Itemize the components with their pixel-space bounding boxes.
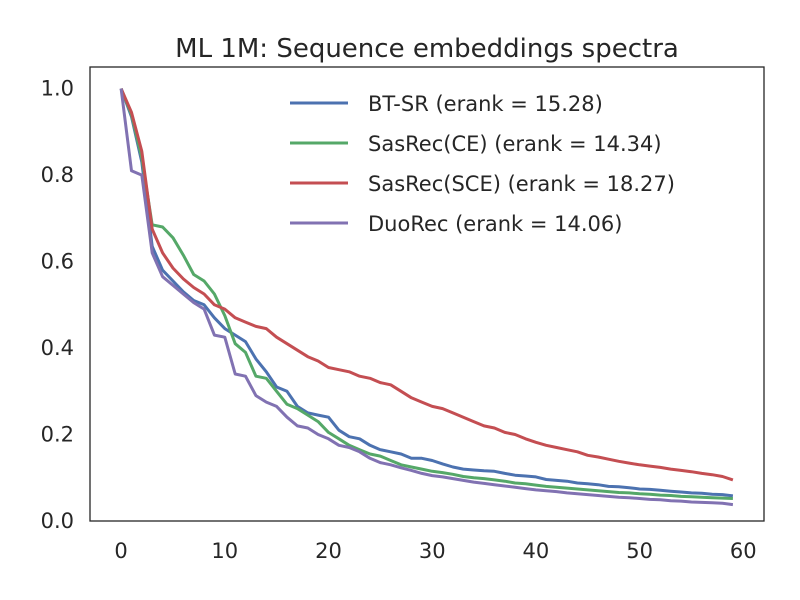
x-tick-label: 20: [315, 539, 342, 563]
y-tick-label: 1.0: [41, 77, 74, 101]
y-tick-label: 0.2: [41, 423, 74, 447]
legend-label-1: SasRec(CE) (erank = 14.34): [368, 132, 662, 156]
series-line-3: [119, 88, 734, 507]
x-tick-label: 40: [523, 539, 550, 563]
y-axis-ticks: 0.0 0.2 0.4 0.6 0.8 1.0: [41, 77, 74, 533]
y-tick-label: 0.4: [41, 336, 74, 360]
x-tick-label: 0: [114, 539, 127, 563]
y-tick-label: 0.0: [41, 509, 74, 533]
series-line-0: [119, 88, 734, 498]
y-tick-label: 0.8: [41, 163, 74, 187]
x-tick-label: 50: [626, 539, 653, 563]
x-tick-label: 30: [419, 539, 446, 563]
legend-label-3: DuoRec (erank = 14.06): [368, 212, 622, 236]
series-line-2: [119, 87, 734, 482]
series-line-1: [119, 88, 733, 500]
series-lines: [119, 87, 734, 507]
x-tick-label: 10: [211, 539, 238, 563]
y-tick-label: 0.6: [41, 250, 74, 274]
legend-label-2: SasRec(SCE) (erank = 18.27): [368, 172, 675, 196]
x-tick-label: 60: [730, 539, 757, 563]
legend-label-0: BT-SR (erank = 15.28): [368, 92, 603, 116]
x-axis-ticks: 0 10 20 30 40 50 60: [114, 539, 756, 563]
chart-title: ML 1M: Sequence embeddings spectra: [175, 34, 679, 64]
legend: BT-SR (erank = 15.28) SasRec(CE) (erank =…: [290, 92, 675, 236]
